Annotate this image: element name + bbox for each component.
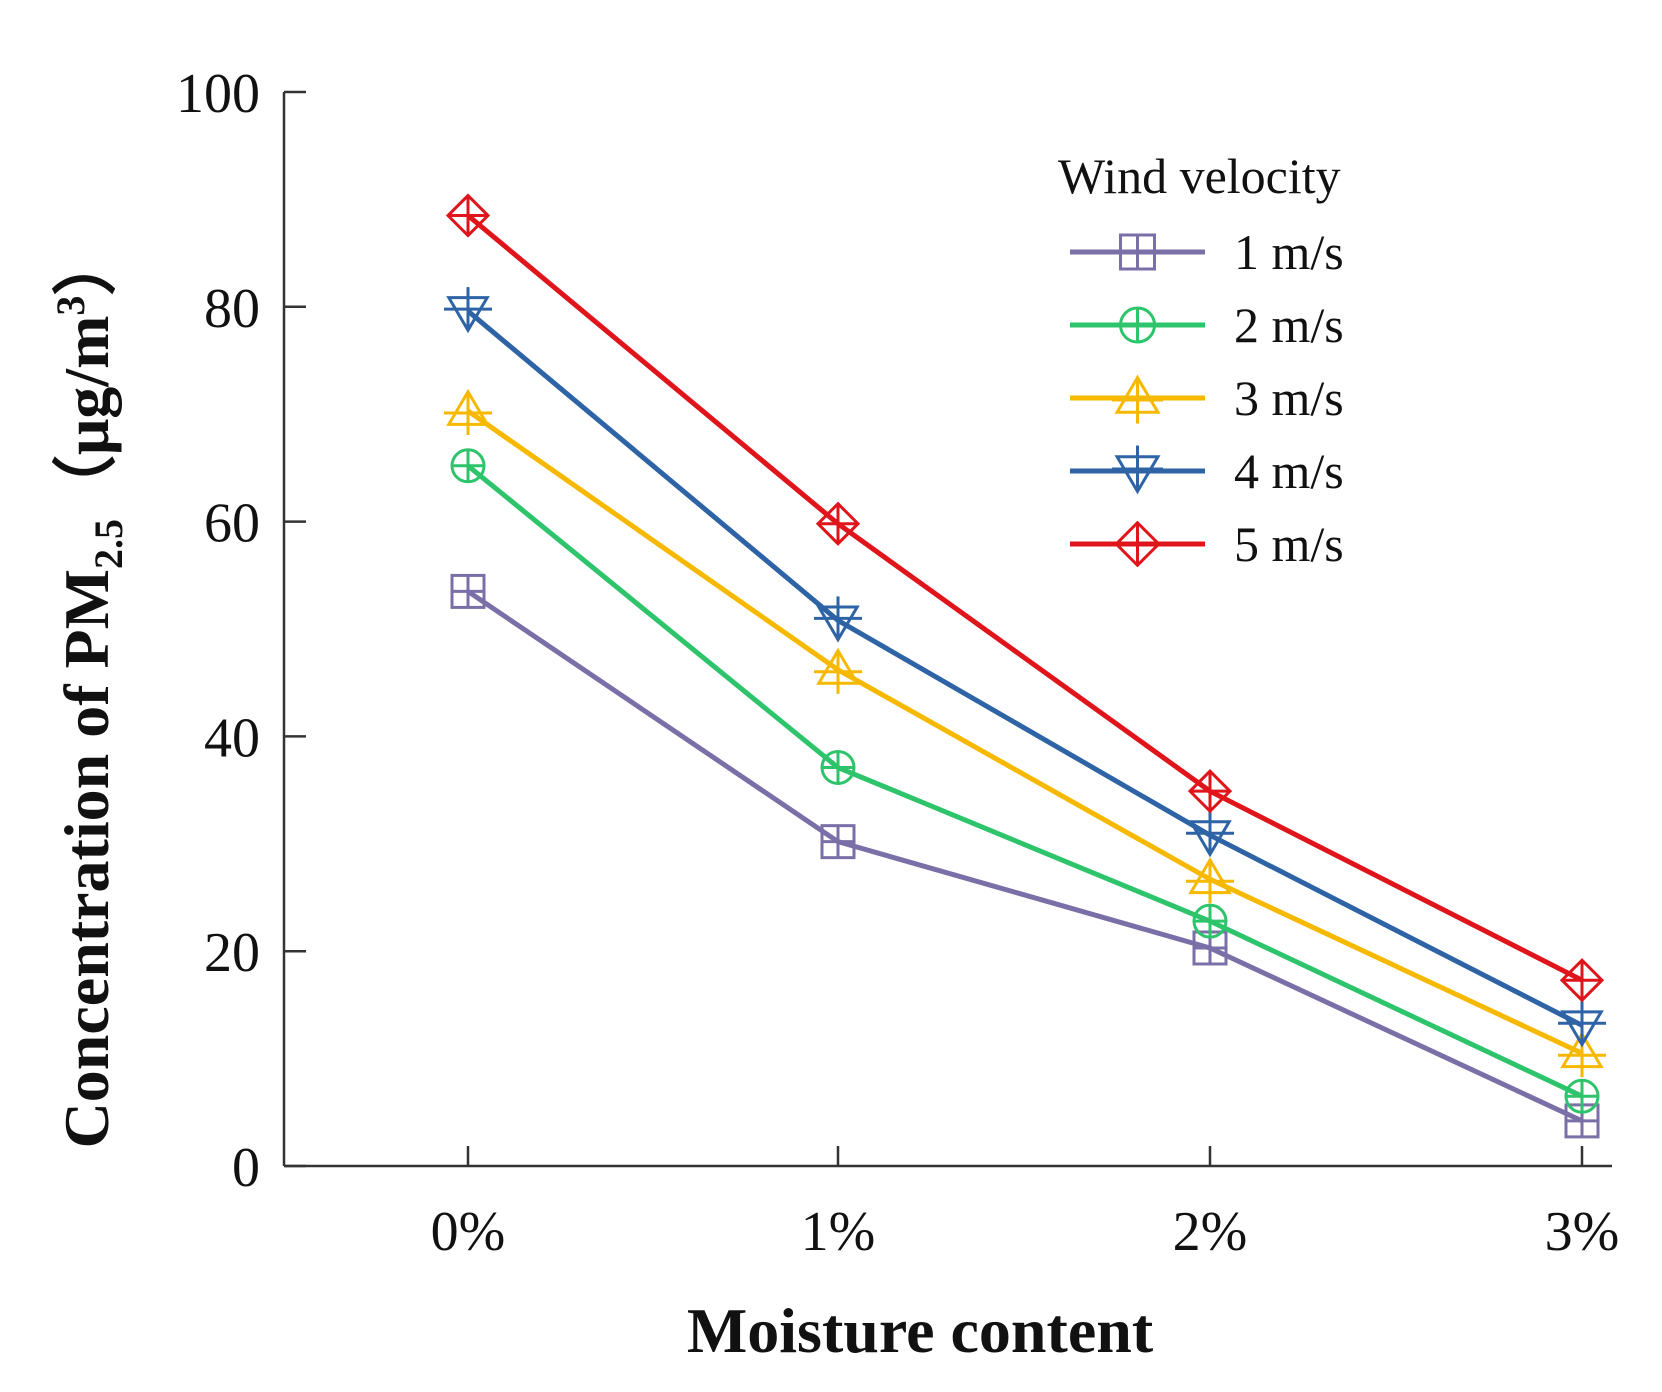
y-tick-label: 100 [176,63,260,125]
series-layer [444,193,1606,1139]
y-axis-title-prefix: Concentration of PM [51,569,122,1148]
series-5-m-s [445,193,1605,1003]
y-axis-title-subscript: 2.5 [86,519,131,569]
data-point [814,647,862,694]
legend-label: 4 m/s [1234,443,1344,499]
y-tick-label: 0 [232,1137,260,1199]
x-tick-label: 0% [431,1201,506,1263]
series-3-m-s [444,388,1606,1078]
legend-item: 5 m/s [1070,516,1344,572]
data-point [444,388,492,435]
data-point [1558,1001,1606,1048]
series-1-m-s [450,573,1600,1139]
x-axis-title: Moisture content [687,1295,1154,1366]
y-axis-title-unit-sup: 3 [48,296,93,316]
data-point [445,193,491,238]
data-point [1559,958,1605,1003]
y-tick-label: 20 [204,922,260,984]
data-point [450,573,486,609]
legend-item: 3 m/s [1070,370,1344,426]
data-point [820,824,856,860]
legend-item: 4 m/s [1070,443,1344,499]
x-tick-label: 1% [801,1201,876,1263]
data-point [450,448,486,484]
y-tick-label: 60 [204,493,260,555]
series-line-1-m-s [466,589,1584,1124]
legend-title: Wind velocity [1058,148,1341,204]
data-point [1186,811,1234,858]
series-4-m-s [444,287,1606,1048]
x-tick-label: 3% [1545,1201,1620,1263]
series-line-4-m-s [466,309,1584,1028]
x-tick-label: 2% [1173,1201,1248,1263]
data-point [1564,1078,1600,1114]
series-line-5-m-s [466,213,1584,983]
data-point [1186,857,1234,904]
data-point [444,287,492,334]
data-point [815,501,861,546]
legend-label: 1 m/s [1234,224,1344,280]
series-line-2-m-s [466,463,1584,1099]
series-2-m-s [450,448,1600,1114]
y-axis-title-unit-open: （μg/m [51,316,122,519]
data-point [1187,769,1233,814]
y-axis-title-unit-close: ） [51,232,122,296]
legend-label: 3 m/s [1234,370,1344,426]
legend-label: 2 m/s [1234,297,1344,353]
data-point [820,750,856,786]
legend: Wind velocity 1 m/s 2 m/s 3 m/s 4 m/s 5 m/s [1058,148,1344,572]
legend-label: 5 m/s [1234,516,1344,572]
data-point [814,596,862,643]
y-axis-title: Concentration of PM2.5（μg/m3） [48,232,131,1149]
y-tick-label: 80 [204,278,260,340]
y-tick-label: 40 [204,707,260,769]
legend-item: 1 m/s [1070,224,1344,280]
legend-item: 2 m/s [1070,297,1344,353]
series-line-3-m-s [466,408,1584,1056]
data-point [1192,903,1228,939]
axes: 0 20 40 60 80 100 0% 1% 2% 3% [176,63,1619,1263]
